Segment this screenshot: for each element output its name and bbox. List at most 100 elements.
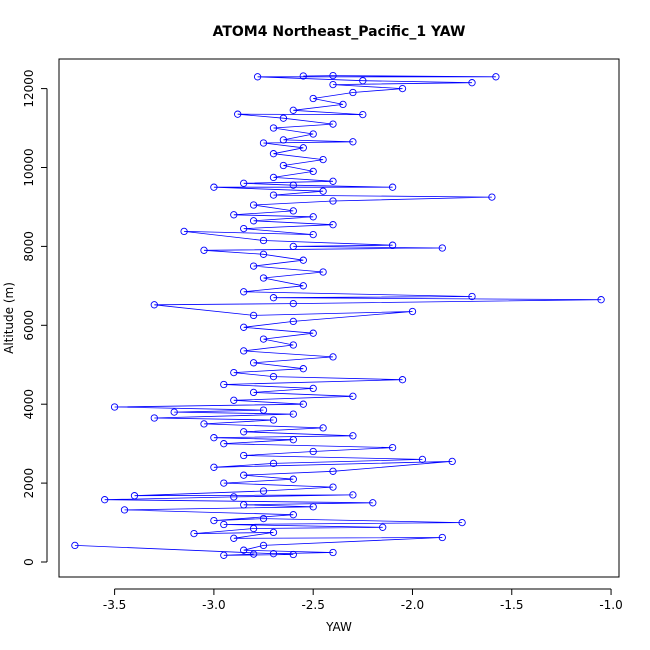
data-point xyxy=(240,471,248,479)
y-tick-label: 12000 xyxy=(22,69,36,107)
data-point xyxy=(230,368,238,377)
data-point xyxy=(289,299,297,308)
data-point xyxy=(234,110,242,118)
data-point xyxy=(249,262,258,270)
data-point xyxy=(269,550,278,558)
data-point xyxy=(418,455,427,464)
data-point xyxy=(299,400,307,408)
data-point xyxy=(289,511,297,519)
data-point xyxy=(253,73,262,81)
data-point xyxy=(259,514,268,523)
data-point xyxy=(200,420,208,428)
data-point xyxy=(329,548,337,557)
data-point xyxy=(309,213,317,221)
data-point xyxy=(448,457,456,466)
data-point xyxy=(329,483,337,491)
data-point xyxy=(329,221,337,229)
data-point xyxy=(329,353,337,361)
data-point xyxy=(339,100,347,109)
data-point xyxy=(240,179,248,187)
data-point xyxy=(299,144,307,152)
data-point xyxy=(269,191,278,199)
data-point xyxy=(269,416,278,424)
data-point xyxy=(289,207,297,215)
data-point xyxy=(240,428,248,436)
x-tick-label: -1.0 xyxy=(599,598,622,612)
data-point xyxy=(101,496,109,504)
data-point xyxy=(130,492,139,500)
data-point xyxy=(289,242,297,251)
data-point xyxy=(210,516,218,525)
x-axis: -3.5 -3.0 -2.5 -2.0 -1.5 -1.0 xyxy=(103,588,623,612)
data-point xyxy=(240,347,248,355)
y-tick-label: 2000 xyxy=(22,468,36,499)
data-point xyxy=(220,380,228,389)
data-point xyxy=(329,177,337,185)
data-point xyxy=(240,501,248,509)
data-point xyxy=(309,384,317,393)
data-point xyxy=(269,528,278,537)
data-point xyxy=(458,518,466,527)
data-point xyxy=(309,503,317,511)
data-point xyxy=(388,443,397,452)
data-point xyxy=(349,392,357,400)
data-point xyxy=(240,546,248,554)
data-point xyxy=(259,335,268,343)
data-point xyxy=(299,365,307,373)
data-point xyxy=(220,551,228,559)
data-point xyxy=(230,534,238,542)
data-point xyxy=(249,217,258,225)
data-point xyxy=(249,550,258,558)
data-point xyxy=(438,533,446,542)
data-point xyxy=(240,288,248,296)
data-point xyxy=(289,410,297,418)
data-point xyxy=(289,436,297,444)
data-point xyxy=(309,167,317,176)
data-point xyxy=(240,323,248,331)
data-point xyxy=(349,432,357,440)
data-point xyxy=(597,296,605,304)
x-tick-label: -3.5 xyxy=(103,598,126,612)
y-tick-label: 4000 xyxy=(22,389,36,420)
x-axis-label: YAW xyxy=(325,620,352,634)
data-point xyxy=(319,155,327,164)
data-point xyxy=(230,211,238,219)
y-tick-label: 6000 xyxy=(22,310,36,341)
data-point xyxy=(259,487,268,495)
data-point xyxy=(110,403,119,411)
data-point xyxy=(398,376,407,384)
data-point xyxy=(408,307,417,316)
data-point xyxy=(438,244,446,252)
y-tick-label: 8000 xyxy=(22,231,36,262)
x-tick-label: -2.0 xyxy=(401,598,424,612)
data-point xyxy=(259,139,268,147)
data-point xyxy=(329,80,337,89)
data-point xyxy=(299,72,307,80)
y-tick-label: 10000 xyxy=(22,148,36,186)
data-point xyxy=(349,138,357,146)
x-tick-label: -2.5 xyxy=(301,598,324,612)
data-point xyxy=(329,71,337,80)
data-point xyxy=(230,396,238,404)
data-point xyxy=(249,388,258,397)
x-tick-label: -3.0 xyxy=(202,598,225,612)
data-point xyxy=(329,467,337,475)
data-point xyxy=(150,414,158,422)
data-point xyxy=(71,541,79,550)
data-point xyxy=(190,529,198,538)
data-point xyxy=(249,311,258,320)
data-point xyxy=(279,114,288,122)
y-axis-label: Altitude (m) xyxy=(2,282,16,354)
data-point xyxy=(468,292,476,301)
data-point xyxy=(240,224,248,233)
data-point xyxy=(329,120,337,128)
data-point xyxy=(259,406,268,414)
data-point xyxy=(269,173,278,182)
data-point xyxy=(289,341,297,349)
y-axis: 0 2000 4000 6000 8000 10000 12000 xyxy=(22,69,48,566)
data-point xyxy=(289,181,297,189)
data-point xyxy=(289,106,297,114)
data-point xyxy=(210,463,218,471)
data-point xyxy=(289,317,297,326)
